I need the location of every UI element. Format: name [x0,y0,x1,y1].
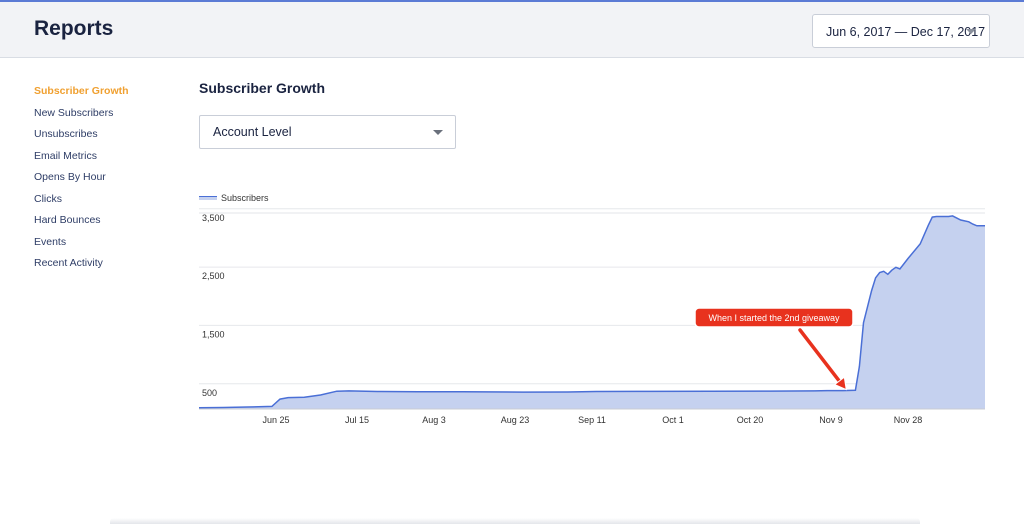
section-title: Subscriber Growth [199,80,326,96]
series-line-subscribers [198,215,985,409]
chevron-down-icon [433,130,443,135]
sidebar-item-recent-activity[interactable]: Recent Activity [34,257,103,269]
legend-label: Subscribers [221,193,269,203]
date-range-value: Jun 6, 2017 — Dec 17, 2017 [826,25,986,39]
level-select-value: Account Level [213,125,292,139]
date-range-picker[interactable]: Jun 6, 2017 — Dec 17, 2017 [812,14,990,48]
sidebar-item-opens-by-hour[interactable]: Opens By Hour [34,171,106,183]
x-tick-label: Sep 11 [578,415,606,425]
sidebar-item-subscriber-growth[interactable]: Subscriber Growth [34,85,129,97]
sidebar-item-clicks[interactable]: Clicks [34,192,62,205]
x-tick-label: Aug 23 [501,415,530,425]
sidebar-item-hard-bounces[interactable]: Hard Bounces [34,214,101,226]
bottom-panel-edge [110,518,920,524]
legend-swatch [199,196,217,200]
y-tick-label: 2,500 [202,271,225,281]
annotation-label: When I started the 2nd giveaway [708,313,840,323]
y-tick-label: 3,500 [202,213,225,223]
y-tick-label: 500 [202,388,217,398]
header: Reports Jun 6, 2017 — Dec 17, 2017 [0,0,1024,58]
sidebar-item-events[interactable]: Events [34,235,67,248]
chevron-down-icon [966,29,976,34]
x-tick-label: Oct 20 [737,415,764,425]
level-select[interactable]: Account Level [199,115,456,149]
series-area-subscribers [199,215,985,409]
annotation-arrow [798,328,843,386]
chart-legend[interactable]: Subscribers [199,191,269,205]
sidebar-item-new-subscribers[interactable]: New Subscribers [34,106,114,119]
sidebar: Subscriber Growth New Subscribers Unsubs… [34,84,174,278]
x-tick-label: Nov 9 [819,415,843,425]
x-tick-label: Nov 28 [894,415,923,425]
x-tick-label: Jul 15 [345,415,369,425]
x-tick-label: Jun 25 [262,415,289,425]
y-tick-label: 1,500 [202,329,225,339]
x-tick-label: Aug 3 [422,415,446,425]
annotation-box [694,307,854,328]
sidebar-item-unsubscribes[interactable]: Unsubscribes [34,128,98,140]
page-title: Reports [34,17,114,40]
annotation-arrowhead [833,376,847,391]
x-tick-label: Oct 1 [662,415,684,425]
sidebar-item-email-metrics[interactable]: Email Metrics [34,149,98,162]
